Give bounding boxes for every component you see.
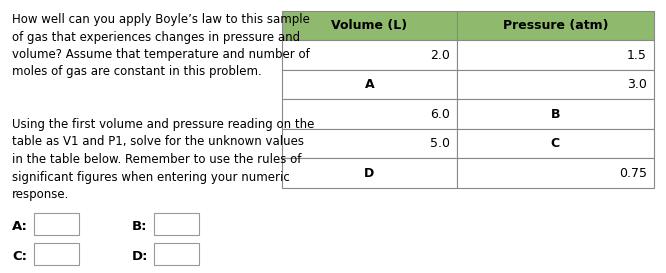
Bar xyxy=(457,129,654,159)
Text: A: A xyxy=(364,78,374,91)
Text: D:: D: xyxy=(132,250,149,263)
Bar xyxy=(457,159,654,188)
Text: D: D xyxy=(364,167,374,180)
Bar xyxy=(154,213,199,235)
Bar xyxy=(282,159,457,188)
Bar xyxy=(457,99,654,129)
Text: Using the first volume and pressure reading on the
table as V1 and P1, solve for: Using the first volume and pressure read… xyxy=(12,118,314,201)
Bar xyxy=(154,243,199,265)
Text: B:: B: xyxy=(132,220,147,233)
Text: 0.75: 0.75 xyxy=(619,167,647,180)
Text: 3.0: 3.0 xyxy=(627,78,647,91)
Bar xyxy=(34,213,79,235)
Bar xyxy=(282,129,457,159)
Text: B: B xyxy=(551,108,560,121)
Text: Volume (L): Volume (L) xyxy=(332,19,408,32)
Text: Pressure (atm): Pressure (atm) xyxy=(503,19,608,32)
Bar xyxy=(282,99,457,129)
Bar xyxy=(282,70,457,99)
Bar xyxy=(457,40,654,70)
Bar xyxy=(457,70,654,99)
Text: 1.5: 1.5 xyxy=(627,49,647,62)
Text: How well can you apply Boyle’s law to this sample
of gas that experiences change: How well can you apply Boyle’s law to th… xyxy=(12,13,310,79)
Bar xyxy=(282,11,457,40)
Bar xyxy=(282,40,457,70)
Text: 2.0: 2.0 xyxy=(430,49,450,62)
Text: 6.0: 6.0 xyxy=(430,108,450,121)
Text: C: C xyxy=(551,137,560,150)
Text: 5.0: 5.0 xyxy=(430,137,450,150)
Bar xyxy=(457,11,654,40)
Text: A:: A: xyxy=(12,220,28,233)
Text: C:: C: xyxy=(12,250,27,263)
Bar xyxy=(34,243,79,265)
